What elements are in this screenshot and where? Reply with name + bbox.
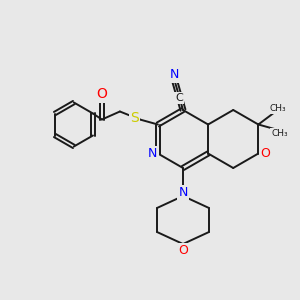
Text: N: N: [178, 185, 188, 199]
Text: CH₃: CH₃: [271, 129, 288, 138]
Text: O: O: [260, 147, 270, 160]
Text: C: C: [175, 93, 183, 103]
Text: CH₃: CH₃: [269, 104, 286, 113]
Text: N: N: [169, 68, 179, 82]
Text: O: O: [178, 244, 188, 256]
Text: S: S: [130, 112, 139, 125]
Text: N: N: [148, 147, 158, 160]
Text: O: O: [96, 88, 107, 101]
